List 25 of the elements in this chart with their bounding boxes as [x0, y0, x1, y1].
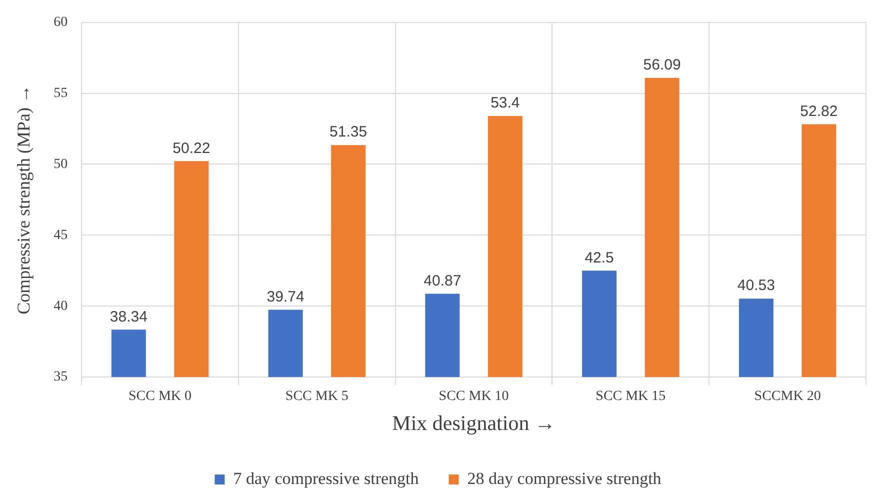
x-axis-title: Mix designation → — [392, 410, 556, 435]
data-label: 40.53 — [737, 277, 775, 294]
data-label: 42.5 — [584, 249, 614, 266]
x-tick-label: SCC MK 10 — [438, 389, 509, 404]
y-axis-title: Compressive strength (MPa) → — [14, 84, 34, 314]
y-tick-label: 40 — [54, 298, 68, 314]
y-tick-label: 35 — [54, 370, 68, 385]
data-label: 40.87 — [424, 272, 462, 290]
data-label: 39.74 — [266, 288, 304, 306]
data-label: 52.82 — [800, 102, 838, 120]
legend-label: 28 day compressive strength — [467, 468, 662, 488]
x-tick-label: SCC MK 0 — [128, 389, 192, 404]
x-tick-label: SCC MK 5 — [285, 389, 348, 404]
x-tick-label: SCC MK 15 — [596, 389, 666, 404]
y-tick-label: 50 — [54, 156, 68, 172]
data-label: 50.22 — [172, 140, 210, 157]
y-tick-label: 60 — [54, 15, 68, 30]
x-tick-label: SCCMK 20 — [754, 389, 821, 404]
data-label: 56.09 — [643, 56, 681, 74]
data-label: 53.4 — [490, 94, 520, 112]
y-tick-label: 45 — [54, 228, 68, 243]
data-label: 38.34 — [110, 308, 148, 326]
y-tick-label: 55 — [54, 86, 68, 101]
data-label: 51.35 — [330, 124, 368, 141]
legend-label: 7 day compressive strength — [233, 468, 420, 488]
